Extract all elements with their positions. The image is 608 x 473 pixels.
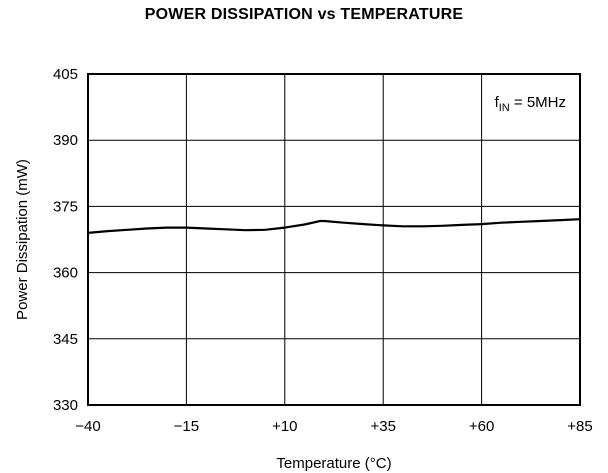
annotation-rest: = 5MHz — [510, 94, 566, 111]
series-line — [87, 218, 581, 234]
frequency-annotation: fIN = 5MHz — [495, 94, 566, 114]
series-layer — [87, 218, 581, 234]
y-tick-label: 345 — [53, 331, 78, 348]
y-axis-label: Power Dissipation (mW) — [14, 159, 31, 320]
x-axis-label: Temperature (°C) — [276, 455, 391, 472]
x-tick-label: +10 — [272, 418, 297, 435]
y-tick-label: 330 — [53, 397, 78, 414]
annotation-subscript: IN — [499, 102, 510, 114]
chart-title: POWER DISSIPATION vs TEMPERATURE — [144, 6, 464, 23]
grid-lines — [87, 73, 581, 406]
annotation-main: f — [495, 94, 500, 111]
plot-frame — [87, 73, 581, 406]
y-tick-label: 405 — [53, 66, 78, 83]
x-tick-labels: −40 −15 +10 +35 +60 +85 — [75, 418, 592, 435]
x-tick-label: +60 — [469, 418, 494, 435]
x-tick-label: +85 — [567, 418, 592, 435]
y-tick-label: 375 — [53, 198, 78, 215]
y-tick-labels: 330 345 360 375 390 405 — [53, 66, 78, 414]
x-tick-label: −40 — [75, 418, 100, 435]
y-tick-label: 360 — [53, 265, 78, 282]
x-tick-label: +35 — [370, 418, 395, 435]
y-tick-label: 390 — [53, 132, 78, 149]
x-tick-label: −15 — [174, 418, 199, 435]
